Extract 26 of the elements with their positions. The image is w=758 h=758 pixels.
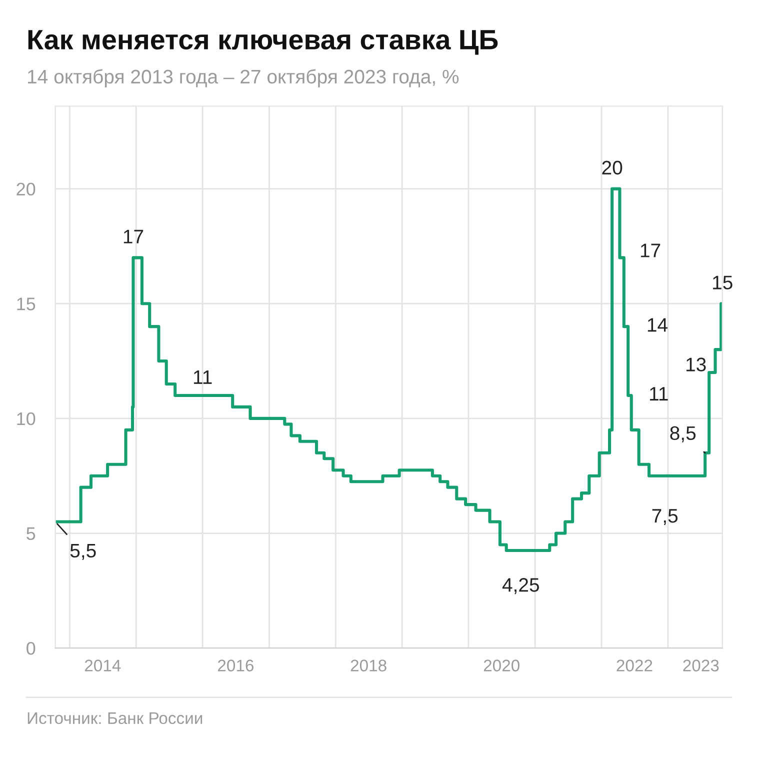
x-tick-label: 2020 — [484, 660, 520, 672]
annotation: 11 — [650, 387, 668, 401]
x-tick-label: 2014 — [84, 660, 121, 672]
x-tick-label: 2022 — [616, 660, 652, 672]
text: Источник: Банк России — [28, 712, 202, 724]
annotation: 4,25 — [502, 578, 540, 594]
y-tick-label: 10 — [17, 412, 36, 426]
y-tick-label: 0 — [26, 642, 36, 655]
y-tick-label: 20 — [16, 182, 36, 196]
annotation: 17 — [124, 230, 144, 244]
y-tick-label: 15 — [17, 298, 36, 310]
chart-subtitle: 14 октября 2013 года – 27 октября 2023 года, % — [28, 69, 459, 88]
annotation: 15 — [713, 276, 732, 290]
annotation: 17 — [640, 244, 660, 258]
annotation: 13 — [686, 358, 706, 372]
annotation: 14 — [648, 318, 668, 332]
annotation: 5,5 — [70, 544, 96, 560]
annotation: 20 — [602, 160, 622, 175]
annotation: 11 — [194, 370, 212, 384]
x-tick-label: 2016 — [218, 660, 254, 672]
annotation: 8,5 — [670, 426, 696, 442]
y-tick-label: 5 — [26, 527, 36, 540]
annotation: 7,5 — [652, 509, 678, 526]
x-tick-label: 2018 — [350, 660, 386, 672]
chart-title: Как меняется ключевая ставка ЦБ — [28, 30, 498, 55]
x-tick-label: 2023 — [683, 660, 719, 672]
